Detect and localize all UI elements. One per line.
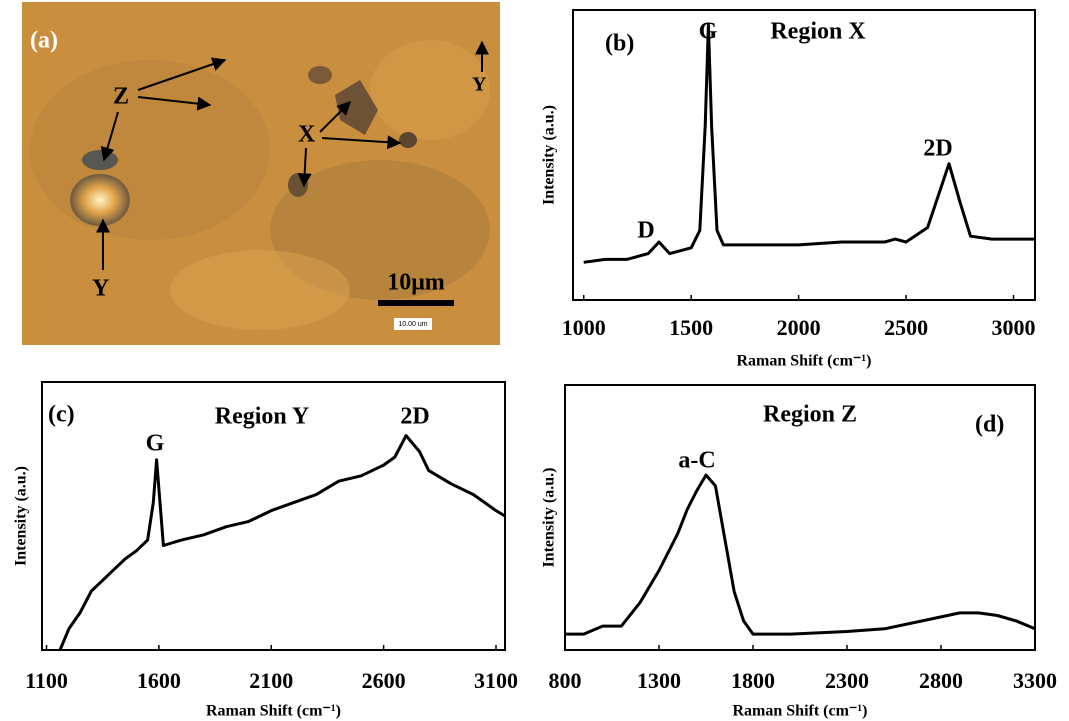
y-axis-label: Intensity (a.u.) — [13, 466, 30, 566]
annotation: 2D — [923, 136, 952, 162]
annotation: (b) — [605, 31, 634, 57]
x-tick-label: 2300 — [825, 668, 869, 693]
x-tick-label: 3300 — [1013, 668, 1057, 693]
annotation: 2D — [400, 404, 429, 430]
x-tick-label: 1000 — [562, 315, 606, 340]
spectrum-line — [565, 473, 1036, 636]
x-tick-label: 800 — [549, 668, 582, 693]
x-tick-label: 1600 — [137, 668, 181, 693]
x-tick-label: 1800 — [731, 668, 775, 693]
chart-title: Region Z — [763, 402, 857, 428]
x-axis-label: Raman Shift (cm⁻¹) — [732, 703, 867, 720]
x-tick-label: 2800 — [919, 668, 963, 693]
spectrum-line — [583, 23, 1035, 264]
y-axis-label: Intensity (a.u.) — [541, 105, 558, 205]
x-tick-label: 3100 — [474, 668, 518, 693]
annotation: a-C — [678, 448, 715, 474]
micrograph: (a) Z X Y Y 10μm 10.00 um — [22, 2, 500, 345]
x-tick-label: 1100 — [25, 668, 68, 693]
x-tick-label: 2500 — [884, 315, 928, 340]
region-label: Y — [92, 276, 109, 302]
x-tick-label: 2100 — [249, 668, 293, 693]
y-axis-label: Intensity (a.u.) — [541, 467, 558, 567]
scale-caption: 10.00 um — [398, 321, 427, 328]
x-tick-label: 2000 — [777, 315, 821, 340]
spectrum-line — [58, 434, 506, 651]
x-tick-label: 1500 — [669, 315, 713, 340]
annotation: D — [637, 218, 654, 244]
annotation: G — [146, 431, 165, 457]
region-label: Y — [472, 74, 487, 96]
panel-label: (a) — [30, 28, 58, 54]
plot-frame — [572, 9, 1036, 301]
x-tick-label: 2600 — [362, 668, 406, 693]
x-tick-label: 3000 — [992, 315, 1036, 340]
region-label: X — [298, 122, 316, 148]
chart-title: Region Y — [215, 404, 309, 430]
plot-frame — [564, 384, 1036, 651]
chart-title: Region X — [770, 19, 866, 45]
region-label: Z — [113, 84, 129, 110]
scale-bar-label: 10μm — [387, 270, 445, 296]
annotation: (c) — [48, 402, 75, 428]
annotation: G — [699, 19, 718, 45]
x-tick-label: 1300 — [637, 668, 681, 693]
x-axis-label: Raman Shift (cm⁻¹) — [206, 703, 341, 720]
annotation: (d) — [975, 412, 1004, 438]
x-axis-label: Raman Shift (cm⁻¹) — [736, 353, 871, 370]
